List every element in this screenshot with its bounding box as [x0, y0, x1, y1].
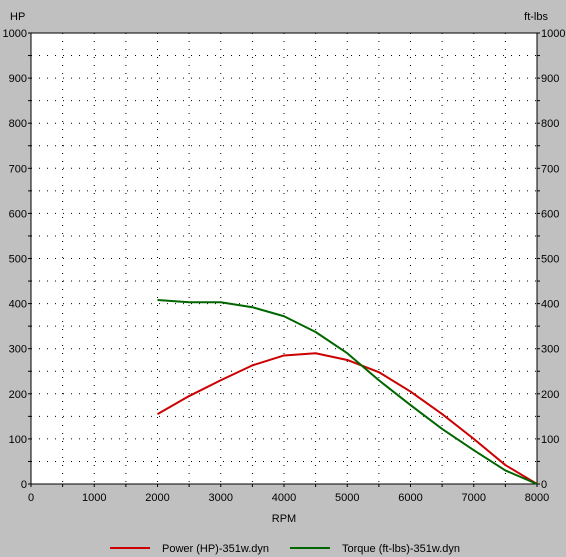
y-right-tick-label: 0 — [541, 479, 547, 491]
legend: Power (HP)-351w.dyn Torque (ft-lbs)-351w… — [110, 543, 460, 555]
y-left-tick-label: 200 — [9, 389, 27, 401]
series-line-1 — [157, 298, 538, 485]
y-left-axis-title: HP — [10, 11, 25, 23]
x-tick-label: 3000 — [209, 492, 233, 504]
y-right-tick-label: 300 — [541, 344, 559, 356]
series-line-0 — [157, 352, 538, 485]
y-right-tick-label: 600 — [541, 208, 559, 220]
series — [157, 298, 538, 485]
x-tick-label: 1000 — [82, 492, 106, 504]
y-left-tick-label: 0 — [21, 479, 27, 491]
y-left-tick-label: 500 — [9, 254, 27, 266]
y-right-tick-label: 400 — [541, 299, 559, 311]
y-right-tick-label: 100 — [541, 434, 559, 446]
x-tick-label: 4000 — [272, 492, 296, 504]
y-left-tick-label: 300 — [9, 344, 27, 356]
x-tick-label: 7000 — [462, 492, 486, 504]
y-left-tick-label: 600 — [9, 208, 27, 220]
x-tick-label: 6000 — [398, 492, 422, 504]
legend-label-torque: Torque (ft-lbs)-351w.dyn — [342, 543, 460, 555]
y-left-tick-label: 100 — [9, 434, 27, 446]
y-right-tick-label: 900 — [541, 73, 559, 85]
y-left-tick-label: 700 — [9, 163, 27, 175]
x-tick-label: 8000 — [525, 492, 549, 504]
plot-area — [30, 32, 538, 485]
y-left-tick-label: 800 — [9, 118, 27, 130]
x-tick-label: 5000 — [335, 492, 359, 504]
axis-ticks — [28, 32, 540, 487]
y-right-tick-label: 500 — [541, 254, 559, 266]
y-right-tick-label: 700 — [541, 163, 559, 175]
x-tick-label: 0 — [28, 492, 34, 504]
y-right-tick-label: 200 — [541, 389, 559, 401]
y-left-tick-label: 400 — [9, 299, 27, 311]
y-left-tick-label: 900 — [9, 73, 27, 85]
y-right-tick-label: 1000 — [541, 28, 565, 40]
x-tick-label: 2000 — [145, 492, 169, 504]
y-right-axis-title: ft-lbs — [524, 11, 548, 23]
x-axis-title: RPM — [272, 513, 296, 525]
legend-label-power: Power (HP)-351w.dyn — [162, 543, 269, 555]
y-right-tick-label: 800 — [541, 118, 559, 130]
y-left-tick-label: 1000 — [3, 28, 27, 40]
